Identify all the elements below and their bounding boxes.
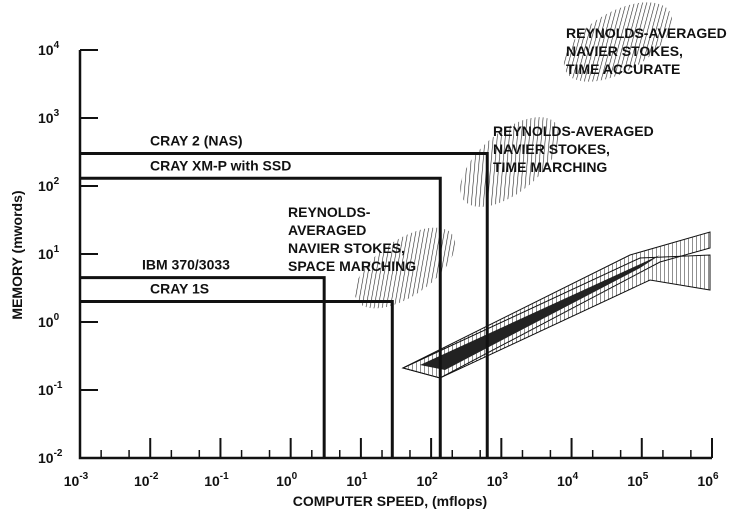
system-envelope: [80, 278, 324, 458]
y-tick-label: 10-2: [38, 448, 63, 466]
chart: COMPUTER SPEED, (mflops) MEMORY (mwords)…: [0, 0, 756, 518]
trend-band-dark: [420, 255, 660, 370]
x-tick-label: 10-1: [204, 471, 229, 489]
y-tick-label: 104: [38, 40, 60, 58]
y-tick-label: 100: [38, 312, 60, 330]
annotation: REYNOLDS-AVERAGED: [493, 123, 654, 139]
x-tick-label: 105: [627, 471, 649, 489]
y-tick-label: 10-1: [38, 380, 63, 398]
system-envelope: [80, 178, 440, 458]
system-label: CRAY XM-P with SSD: [150, 157, 291, 173]
y-tick-label: 102: [38, 176, 60, 194]
y-tick-label: 101: [38, 244, 60, 262]
x-tick-label: 104: [557, 471, 579, 489]
y-axis-label: MEMORY (mwords): [9, 190, 25, 319]
annotation: TIME MARCHING: [493, 159, 607, 175]
annotation: TIME ACCURATE: [566, 61, 680, 77]
x-axis-label: COMPUTER SPEED, (mflops): [293, 493, 487, 509]
x-tick-label: 102: [417, 471, 439, 489]
x-tick-label: 100: [276, 471, 298, 489]
system-envelope: [80, 302, 392, 458]
x-tick-label: 106: [697, 471, 719, 489]
x-tick-label: 101: [346, 471, 368, 489]
y-tick-label: 103: [38, 108, 60, 126]
x-tick-label: 10-2: [134, 471, 159, 489]
x-tick-label: 10-3: [64, 471, 89, 489]
annotation: NAVIER STOKES,: [566, 43, 683, 59]
annotation: AVERAGED: [288, 222, 366, 238]
system-label: CRAY 2 (NAS): [150, 133, 243, 149]
system-label: IBM 370/3033: [142, 257, 230, 273]
annotation: REYNOLDS-: [288, 204, 371, 220]
annotation: SPACE MARCHING: [288, 258, 416, 274]
system-envelope: [80, 154, 487, 458]
x-tick-label: 103: [487, 471, 509, 489]
system-label: CRAY 1S: [150, 281, 209, 297]
annotation: NAVIER STOKES,: [493, 141, 610, 157]
annotation: REYNOLDS-AVERAGED: [566, 25, 727, 41]
annotation: NAVIER STOKES,: [288, 240, 405, 256]
